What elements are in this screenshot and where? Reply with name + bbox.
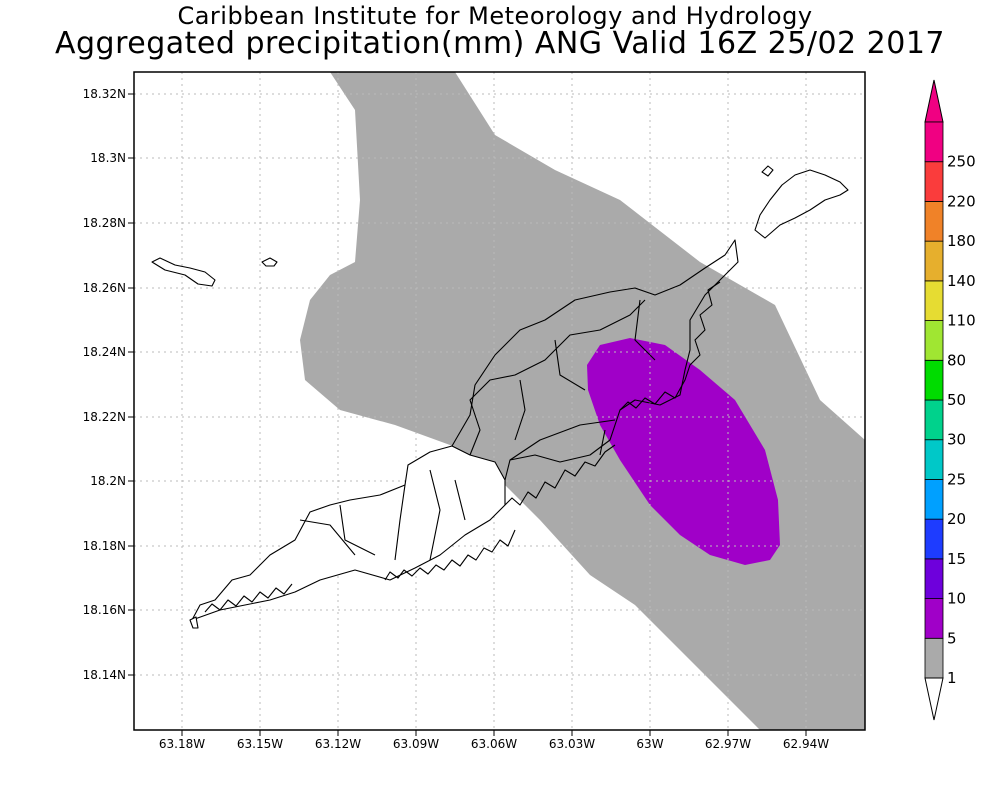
- island-west-cays: [151, 257, 216, 287]
- colorbar-level-label: 30: [947, 431, 966, 449]
- colorbar-segment: [924, 240, 944, 282]
- island-small-cay: [261, 257, 278, 267]
- lat-labels: 18.32N 18.3N 18.28N 18.26N 18.24N 18.22N…: [83, 87, 126, 682]
- lat-tick-label: 18.3N: [90, 151, 126, 165]
- colorbar-segment: [924, 598, 944, 639]
- colorbar-segment: [924, 121, 944, 163]
- colorbar-level-label: 50: [947, 391, 966, 409]
- colorbar-segment: [924, 479, 944, 520]
- map-frame: [133, 71, 866, 731]
- lat-tick-label: 18.28N: [83, 216, 126, 230]
- colorbar-segment: [924, 518, 944, 560]
- title-line-2: Aggregated precipitation(mm) ANG Valid 1…: [54, 26, 946, 61]
- coastal-detail: [384, 281, 721, 581]
- precip-area-5mm: [587, 338, 780, 565]
- colorbar-segment: [924, 201, 944, 242]
- lon-tick-label: 63.09W: [393, 737, 439, 751]
- colorbar-level-label: 250: [947, 153, 976, 171]
- colorbar-level-label: 220: [947, 192, 976, 210]
- lon-tick-label: 63.15W: [237, 737, 283, 751]
- lat-tick-label: 18.16N: [83, 603, 126, 617]
- colorbar-segment: [924, 558, 944, 599]
- lat-tick-label: 18.24N: [83, 345, 126, 359]
- lon-tick-label: 63.06W: [471, 737, 517, 751]
- colorbar-segment: [924, 280, 944, 321]
- precip-field: [300, 72, 865, 730]
- lat-tick-label: 18.18N: [83, 539, 126, 553]
- coastlines: [151, 165, 849, 629]
- colorbar-level-label: 25: [947, 470, 966, 488]
- title-line-1: Caribbean Institute for Meteorology and …: [177, 2, 813, 30]
- colorbar-above-arrow: [924, 79, 944, 123]
- island-anguilla-east: [451, 239, 739, 481]
- colorbar-level-label: 180: [947, 232, 976, 250]
- colorbar-segment: [924, 359, 944, 401]
- island-anguilla: [191, 445, 506, 621]
- colorbar-level-label: 110: [947, 312, 976, 330]
- lon-tick-label: 63W: [636, 737, 663, 751]
- island-small-west: [189, 616, 199, 629]
- colorbar-segment: [924, 637, 944, 679]
- colorbar-segment: [924, 399, 944, 441]
- district-boundary: [299, 299, 656, 561]
- colorbar-level-label: 5: [947, 629, 957, 647]
- lon-tick-label: 63.03W: [549, 737, 595, 751]
- lat-tick-label: 18.2N: [90, 474, 126, 488]
- colorbar-below-arrow: [924, 677, 944, 721]
- colorbar-level-label: 15: [947, 550, 966, 568]
- lon-tick-label: 62.94W: [783, 737, 829, 751]
- colorbar-level-label: 20: [947, 510, 966, 528]
- colorbar-segment: [924, 161, 944, 202]
- lat-tick-label: 18.26N: [83, 281, 126, 295]
- colorbar-level-label: 10: [947, 590, 966, 608]
- precip-area-1mm: [300, 72, 865, 730]
- lat-tick-label: 18.32N: [83, 87, 126, 101]
- lon-tick-label: 63.18W: [159, 737, 205, 751]
- gridlines: [134, 72, 865, 730]
- island-tiny-ne: [761, 165, 774, 177]
- island-scrub: [754, 169, 849, 239]
- lon-tick-label: 62.97W: [705, 737, 751, 751]
- lon-tick-label: 63.12W: [315, 737, 361, 751]
- lon-labels: 63.18W 63.15W 63.12W 63.09W 63.06W 63.03…: [159, 737, 829, 751]
- colorbar-level-label: 80: [947, 351, 966, 369]
- lat-tick-label: 18.22N: [83, 410, 126, 424]
- lat-tick-label: 18.14N: [83, 668, 126, 682]
- coastal-detail: [204, 583, 293, 613]
- colorbar-segment: [924, 439, 944, 480]
- axis-ticks: [128, 93, 807, 736]
- colorbar-level-label: 1: [947, 669, 957, 687]
- colorbar-segment: [924, 320, 944, 361]
- colorbar-level-label: 140: [947, 272, 976, 290]
